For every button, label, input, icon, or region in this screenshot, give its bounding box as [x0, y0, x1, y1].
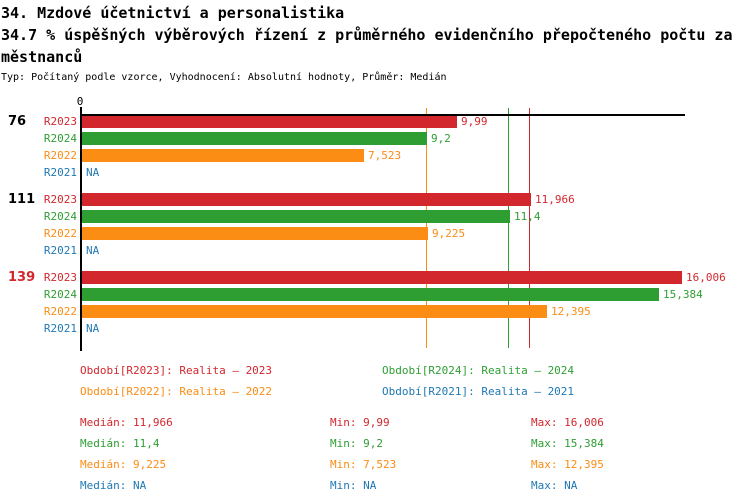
stat-min: Min: 7,523	[330, 458, 397, 471]
x-axis-line	[80, 114, 685, 116]
series-label-r2022: R2022	[43, 305, 77, 318]
bar-value-label: 7,523	[368, 149, 402, 162]
bar-r2024	[82, 210, 510, 223]
stat-min: Min: 9,99	[330, 416, 390, 429]
series-label-r2023: R2023	[43, 115, 77, 128]
series-label-r2022: R2022	[43, 149, 77, 162]
bar-value-label: 9,2	[431, 132, 451, 145]
bar-value-label: 15,384	[663, 288, 703, 301]
series-label-r2021: R2021	[43, 166, 77, 179]
series-label-r2021: R2021	[43, 322, 77, 335]
na-value-label: NA	[86, 166, 100, 179]
bar-r2024	[82, 132, 427, 145]
bar-value-label: 16,006	[686, 271, 726, 284]
bar-value-label: 12,395	[551, 305, 591, 318]
na-value-label: NA	[86, 244, 100, 257]
group-label: 76	[8, 114, 27, 129]
stat-min: Min: NA	[330, 479, 377, 492]
bar-value-label: 9,99	[461, 115, 488, 128]
y-axis-line	[80, 107, 82, 351]
stat-median: Medián: NA	[80, 479, 147, 492]
series-label-r2023: R2023	[43, 193, 77, 206]
stat-max: Max: 15,384	[531, 437, 604, 450]
indicator-title-line1: 34.7 % úspěšných výběrových řízení z prů…	[1, 26, 733, 44]
series-label-r2021: R2021	[43, 244, 77, 257]
axis-zero-label: 0	[76, 95, 84, 108]
series-label-r2022: R2022	[43, 227, 77, 240]
indicator-title-line2: městnanců	[1, 48, 83, 66]
report-header: 34. Mzdové účetnictví a personalistika 3…	[1, 2, 733, 85]
bar-value-label: 11,4	[514, 210, 541, 223]
group-label: 111	[8, 192, 36, 207]
bar-r2023	[82, 271, 682, 284]
group-label: 139	[8, 270, 36, 285]
stat-min: Min: 9,2	[330, 437, 383, 450]
series-label-r2023: R2023	[43, 271, 77, 284]
report-title: 34. Mzdové účetnictví a personalistika	[1, 4, 345, 22]
bar-r2024	[82, 288, 659, 301]
bar-r2022	[82, 149, 364, 162]
bar-r2022	[82, 227, 428, 240]
series-label-r2024: R2024	[43, 132, 77, 145]
bar-r2023	[82, 115, 457, 128]
bar-r2023	[82, 193, 531, 206]
legend-item-1: Období[R2023]: Realita – 2023	[80, 364, 273, 377]
stat-median: Medián: 11,966	[80, 416, 173, 429]
median-line-r2023	[528, 108, 530, 348]
bar-value-label: 9,225	[432, 227, 466, 240]
report-meta: Typ: Počítaný podle vzorce, Vyhodnocení:…	[1, 72, 447, 83]
na-value-label: NA	[86, 322, 100, 335]
median-line-r2024	[507, 108, 509, 348]
bar-r2022	[82, 305, 547, 318]
series-label-r2024: R2024	[43, 210, 77, 223]
stat-median: Medián: 11,4	[80, 437, 160, 450]
series-label-r2024: R2024	[43, 288, 77, 301]
legend-item-2: Období[R2024]: Realita – 2024	[382, 364, 575, 377]
legend-item-4: Období[R2021]: Realita – 2021	[382, 385, 575, 398]
stat-max: Max: 16,006	[531, 416, 604, 429]
legend-item-3: Období[R2022]: Realita – 2022	[80, 385, 273, 398]
stat-max: Max: NA	[531, 479, 578, 492]
bar-value-label: 11,966	[535, 193, 575, 206]
stat-max: Max: 12,395	[531, 458, 604, 471]
stat-median: Medián: 9,225	[80, 458, 167, 471]
